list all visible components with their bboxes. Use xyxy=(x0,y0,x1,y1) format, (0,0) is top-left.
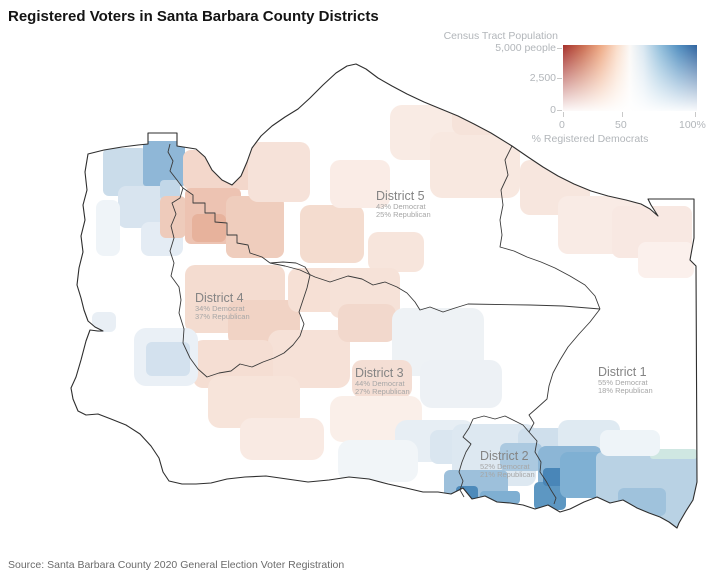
legend-tick-mark xyxy=(557,48,562,49)
district-boundary xyxy=(528,308,601,505)
district-dem-pct: 44% Democrat xyxy=(355,379,406,388)
page-title: Registered Voters in Santa Barbara Count… xyxy=(8,8,379,25)
district-boundary xyxy=(269,262,601,313)
legend-tick-mark xyxy=(622,112,623,117)
district-label-4: District 4 34% Democrat 37% Republican xyxy=(195,291,250,321)
legend-tick-mark xyxy=(563,112,564,117)
legend-y-tick-mid: 2,500 xyxy=(529,72,556,84)
district-name: District 4 xyxy=(195,291,244,305)
district-dem-pct: 43% Democrat xyxy=(376,202,427,211)
district-dem-pct: 55% Democrat xyxy=(598,378,649,387)
district-name: District 2 xyxy=(480,449,529,463)
district-name: District 5 xyxy=(376,189,425,203)
legend-color-gradient xyxy=(563,45,697,111)
legend-x-tick-50: 50 xyxy=(615,119,627,131)
district-dem-pct: 52% Democrat xyxy=(480,462,531,471)
district-label-1: District 1 55% Democrat 18% Republican xyxy=(598,365,653,395)
legend-x-axis-label: % Registered Democrats xyxy=(531,133,649,145)
district-dem-pct: 34% Democrat xyxy=(195,304,246,313)
source-note: Source: Santa Barbara County 2020 Genera… xyxy=(8,559,345,571)
district-label-2: District 2 52% Democrat 21% Republican xyxy=(480,449,535,479)
legend-x-tick-100: 100% xyxy=(679,119,706,131)
district-boundary xyxy=(472,415,530,433)
district-boundary xyxy=(458,418,474,498)
district-rep-pct: 25% Republican xyxy=(376,210,431,219)
district-rep-pct: 27% Republican xyxy=(355,387,410,396)
district-rep-pct: 37% Republican xyxy=(195,312,250,321)
legend-tick-mark xyxy=(557,110,562,111)
district-rep-pct: 18% Republican xyxy=(598,386,653,395)
legend-y-tick-max: 5,000 people xyxy=(495,42,556,54)
district-boundary xyxy=(167,143,311,378)
district-name: District 1 xyxy=(598,365,647,379)
legend-tick-mark xyxy=(557,78,562,79)
legend-tick-mark xyxy=(695,112,696,117)
legend-title: Census Tract Population xyxy=(443,30,558,42)
district-label-5: District 5 43% Democrat 25% Republican xyxy=(376,189,431,219)
district-rep-pct: 21% Republican xyxy=(480,470,535,479)
district-label-3: District 3 44% Democrat 27% Republican xyxy=(355,366,410,396)
legend-x-tick-0: 0 xyxy=(559,119,565,131)
county-outline xyxy=(70,63,698,529)
legend-y-tick-min: 0 xyxy=(550,104,556,116)
district-boundaries xyxy=(167,143,601,505)
district-boundary xyxy=(182,187,271,264)
district-name: District 3 xyxy=(355,366,404,380)
district-boundary xyxy=(499,145,601,310)
